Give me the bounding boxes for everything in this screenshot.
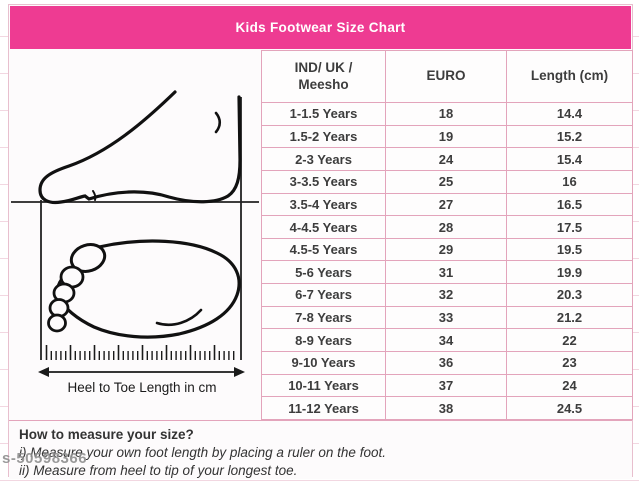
cell-length: 14.4	[506, 102, 633, 126]
cell-length: 16	[506, 169, 633, 194]
cell-euro: 33	[385, 305, 507, 330]
cell-length: 15.2	[506, 124, 633, 149]
table-row: 4-4.5 Years 28 17.5	[261, 215, 633, 239]
chart-content: Heel to Toe Length in cm IND/ UK / Meesh…	[9, 50, 633, 420]
cell-length: 22	[506, 328, 633, 353]
cell-age: 9-10 Years	[261, 351, 386, 375]
cell-age: 4-4.5 Years	[261, 215, 386, 239]
cell-euro: 34	[385, 328, 507, 353]
cell-euro: 19	[385, 124, 507, 149]
header-row: IND/ UK / Meesho EURO Length (cm)	[261, 50, 633, 103]
cell-euro: 25	[385, 169, 507, 194]
cell-euro: 36	[385, 351, 507, 375]
toe-nail-mark	[92, 190, 97, 201]
toe-5	[47, 313, 67, 333]
table-row: 1.5-2 Years 19 15.2	[261, 124, 633, 149]
cell-age: 3-3.5 Years	[261, 169, 386, 194]
chart-sheet: Kids Footwear Size Chart	[8, 4, 633, 479]
cell-euro: 37	[385, 373, 507, 398]
table-row: 8-9 Years 34 22	[261, 328, 633, 353]
cell-length: 23	[506, 351, 633, 375]
cell-length: 15.4	[506, 147, 633, 171]
col-header-euro: EURO	[385, 50, 507, 103]
cell-length: 21.2	[506, 305, 633, 330]
cell-euro: 28	[385, 215, 507, 239]
cell-age: 2-3 Years	[261, 147, 386, 171]
chart-title-bar: Kids Footwear Size Chart	[10, 6, 631, 49]
cell-length: 19.9	[506, 260, 633, 285]
cell-age: 3.5-4 Years	[261, 192, 386, 217]
cell-length: 17.5	[506, 215, 633, 239]
cell-age: 1.5-2 Years	[261, 124, 386, 149]
measure-instruction-ii: ii) Measure from heel to tip of your lon…	[19, 463, 298, 478]
table-row: 4.5-5 Years 29 19.5	[261, 237, 633, 262]
chart-title: Kids Footwear Size Chart	[235, 20, 406, 35]
table-row: 7-8 Years 33 21.2	[261, 305, 633, 330]
cell-length: 24.5	[506, 396, 633, 420]
length-arrow-left-head	[38, 367, 49, 377]
footprint-arch-detail	[155, 308, 203, 327]
cell-euro: 27	[385, 192, 507, 217]
big-toe	[69, 243, 107, 273]
cell-length: 24	[506, 373, 633, 398]
cell-euro: 18	[385, 102, 507, 126]
measure-instruction-i: i) Measure your own foot length by placi…	[19, 445, 386, 460]
table-row: 6-7 Years 32 20.3	[261, 283, 633, 307]
cell-age: 8-9 Years	[261, 328, 386, 353]
ankle-crease	[214, 111, 222, 134]
table-row: 3.5-4 Years 27 16.5	[261, 192, 633, 217]
table-row: 5-6 Years 31 19.9	[261, 260, 633, 285]
cell-euro: 32	[385, 283, 507, 307]
foot-side-outline	[38, 90, 242, 205]
cell-euro: 38	[385, 396, 507, 420]
cell-age: 10-11 Years	[261, 373, 386, 398]
table-row: 11-12 Years 38 24.5	[261, 396, 633, 420]
length-arrow-right-head	[234, 367, 245, 377]
how-to-measure-section: How to measure your size? i) Measure you…	[9, 420, 632, 479]
cell-euro: 29	[385, 237, 507, 262]
cell-length: 19.5	[506, 237, 633, 262]
cell-age: 11-12 Years	[261, 396, 386, 420]
cell-length: 20.3	[506, 283, 633, 307]
heel-to-toe-label: Heel to Toe Length in cm	[67, 380, 216, 395]
col-header-length: Length (cm)	[506, 50, 633, 103]
table-row: 10-11 Years 37 24	[261, 373, 633, 398]
cell-length: 16.5	[506, 192, 633, 217]
table-row: 9-10 Years 36 23	[261, 351, 633, 375]
table-row: 2-3 Years 24 15.4	[261, 147, 633, 171]
ruler-ticks	[45, 345, 237, 360]
watermark-id: s-50598366	[2, 450, 88, 467]
table-row: 3-3.5 Years 25 16	[261, 169, 633, 194]
foot-measure-diagram: Heel to Toe Length in cm	[9, 50, 261, 420]
size-table: IND/ UK / Meesho EURO Length (cm) 1-1.5 …	[261, 50, 633, 420]
foot-diagram-svg: Heel to Toe Length in cm	[11, 90, 259, 395]
cell-age: 1-1.5 Years	[261, 102, 386, 126]
cell-age: 6-7 Years	[261, 283, 386, 307]
how-to-measure-heading: How to measure your size?	[19, 427, 194, 442]
cell-euro: 31	[385, 260, 507, 285]
table-row: 1-1.5 Years 18 14.4	[261, 102, 633, 126]
col-header-ind-uk-meesho: IND/ UK / Meesho	[261, 50, 386, 103]
cell-euro: 24	[385, 147, 507, 171]
cell-age: 4.5-5 Years	[261, 237, 386, 262]
cell-age: 7-8 Years	[261, 305, 386, 330]
cell-age: 5-6 Years	[261, 260, 386, 285]
